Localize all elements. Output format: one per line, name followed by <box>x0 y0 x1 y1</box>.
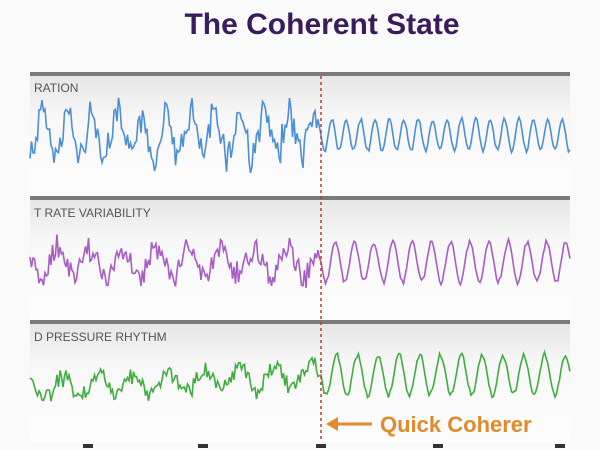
waveform <box>29 234 571 289</box>
panel: T RATE VARIABILITY <box>30 196 570 320</box>
annotation-text: Quick Coherer <box>380 412 532 437</box>
waveforms <box>29 97 571 402</box>
panel-label: D PRESSURE RHYTHM <box>34 330 167 344</box>
title: The Coherent State <box>184 8 459 41</box>
tick <box>316 444 326 448</box>
waveform <box>29 97 571 174</box>
panel: D PRESSURE RHYTHM <box>30 320 570 442</box>
panel-label: RATION <box>34 81 78 95</box>
tick <box>433 444 443 448</box>
tick <box>555 444 565 448</box>
panel-label: T RATE VARIABILITY <box>34 206 151 220</box>
annotation: Quick Coherer <box>326 412 532 437</box>
waveform <box>29 349 571 402</box>
tick <box>198 444 208 448</box>
panel: RATION <box>30 72 570 196</box>
bottom-ticks <box>83 444 565 448</box>
tick <box>83 444 93 448</box>
